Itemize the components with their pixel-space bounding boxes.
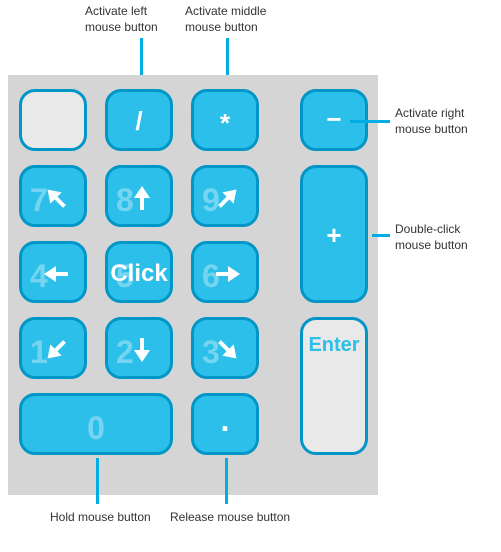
label-dot: Release mouse button [170, 510, 290, 526]
key-1[interactable]: 1 [19, 317, 87, 379]
pointer-minus [350, 120, 390, 123]
key-8[interactable]: 8 [105, 165, 173, 227]
key-slash[interactable]: / [105, 89, 173, 151]
pointer-plus [372, 234, 390, 237]
key-5[interactable]: 5 Click [105, 241, 173, 303]
key-2[interactable]: 2 [105, 317, 173, 379]
arrow-w-icon [42, 260, 70, 288]
key-3[interactable]: 3 [191, 317, 259, 379]
arrow-e-icon [214, 260, 242, 288]
key-enter[interactable]: Enter [300, 317, 368, 455]
key-4[interactable]: 4 [19, 241, 87, 303]
key-0[interactable]: 0 [19, 393, 173, 455]
key-dot-glyph: . [194, 402, 256, 439]
label-star: Activate middle mouse button [185, 4, 266, 35]
key-plus-glyph: + [303, 220, 365, 251]
pointer-zero [96, 458, 99, 504]
key-0-bg: 0 [22, 410, 170, 447]
label-plus: Double-click mouse button [395, 222, 468, 253]
key-enter-text: Enter [303, 334, 365, 357]
label-slash: Activate left mouse button [85, 4, 158, 35]
arrow-n-icon [128, 184, 156, 212]
label-zero: Hold mouse button [50, 510, 151, 526]
label-minus: Activate right mouse button [395, 106, 468, 137]
key-numlock[interactable] [19, 89, 87, 151]
keypad-diagram: Activate left mouse button Activate midd… [0, 0, 501, 552]
key-7[interactable]: 7 [19, 165, 87, 227]
key-dot[interactable]: . [191, 393, 259, 455]
key-6[interactable]: 6 [191, 241, 259, 303]
key-plus[interactable]: + [300, 165, 368, 303]
key-star[interactable]: * [191, 89, 259, 151]
pointer-dot [225, 458, 228, 504]
arrow-s-icon [128, 336, 156, 364]
key-star-glyph: * [194, 108, 256, 139]
key-9[interactable]: 9 [191, 165, 259, 227]
key-5-click: Click [108, 260, 170, 288]
key-slash-glyph: / [108, 106, 170, 137]
